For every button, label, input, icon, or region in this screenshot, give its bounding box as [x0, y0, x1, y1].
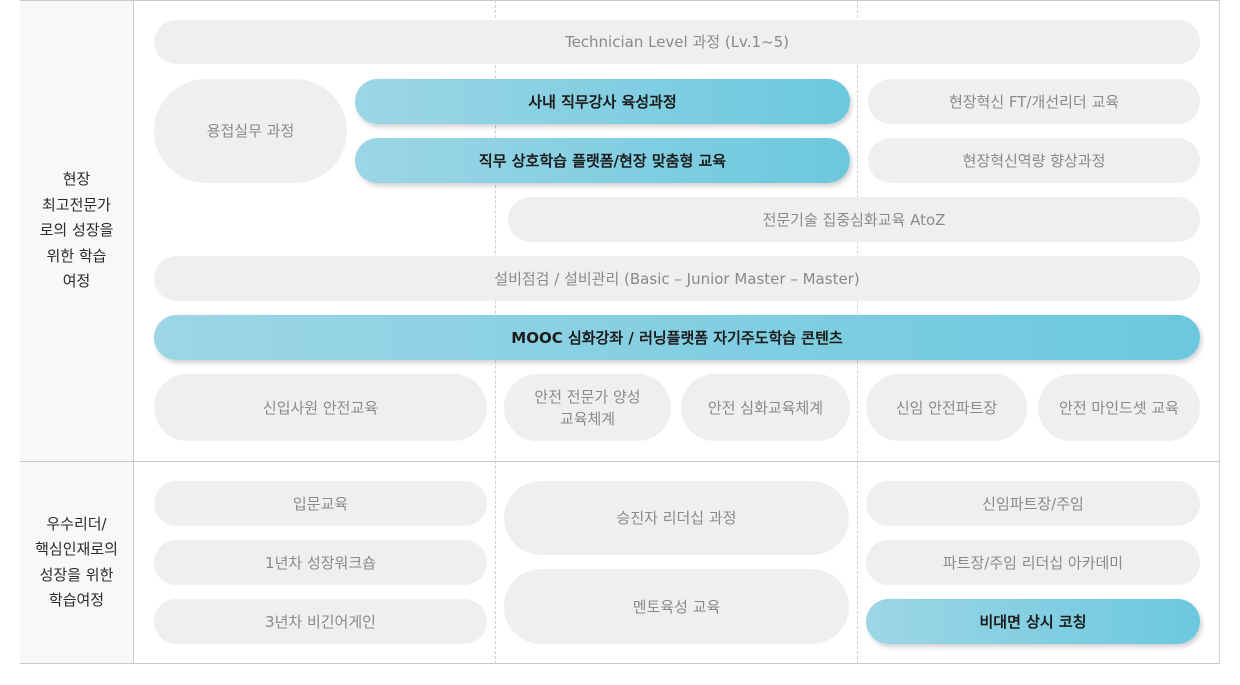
section1-label: 현장 최고전문가 로의 성장을 위한 학습 여정: [39, 170, 114, 291]
section1-label-cell: 현장 최고전문가 로의 성장을 위한 학습 여정: [20, 1, 133, 461]
field-innovation-ft-pill: 현장혁신 FT/개선리더 교육: [868, 79, 1200, 124]
equipment-management-pill: 설비점검 / 설비관리 (Basic – Junior Master – Mas…: [154, 256, 1200, 301]
section2-label-cell: 우수리더/ 핵심인재로의 성장을 위한 학습여정: [20, 462, 133, 663]
safety-expert-pill: 안전 전문가 양성 교육체계: [504, 374, 671, 441]
right-border: [1219, 0, 1220, 664]
label-column-divider: [133, 0, 134, 664]
mentor-training-pill: 멘토육성 교육: [504, 569, 849, 644]
third-year-begin-again-pill: 3년차 비긴어게인: [154, 599, 487, 644]
technician-level-pill: Technician Level 과정 (Lv.1~5): [154, 20, 1200, 64]
mutual-learning-platform-pill: 직무 상호학습 플랫폼/현장 맞춤형 교육: [355, 138, 850, 183]
leadership-academy-pill: 파트장/주임 리더십 아카데미: [866, 540, 1200, 585]
safety-advanced-pill: 안전 심화교육체계: [681, 374, 850, 441]
mooc-content-pill: MOOC 심화강좌 / 러닝플랫폼 자기주도학습 콘텐츠: [154, 315, 1200, 360]
new-safety-part-leader-pill: 신임 안전파트장: [866, 374, 1027, 441]
intro-education-pill: 입문교육: [154, 481, 487, 526]
section2-label: 우수리더/ 핵심인재로의 성장을 위한 학습여정: [35, 514, 118, 610]
tech-atoz-pill: 전문기술 집중심화교육 AtoZ: [508, 197, 1200, 242]
welding-course-pill: 용접실무 과정: [154, 79, 347, 183]
top-border: [20, 0, 1220, 1]
section-divider: [20, 461, 1220, 462]
remote-coaching-pill: 비대면 상시 코칭: [866, 599, 1200, 644]
safety-mindset-pill: 안전 마인드셋 교육: [1038, 374, 1200, 441]
field-innovation-capability-pill: 현장혁신역량 향상과정: [868, 138, 1200, 183]
first-year-workshop-pill: 1년차 성장워크숍: [154, 540, 487, 585]
new-hire-safety-pill: 신입사원 안전교육: [154, 374, 487, 441]
instructor-training-pill: 사내 직무강사 육성과정: [355, 79, 850, 124]
promotee-leadership-pill: 승진자 리더십 과정: [504, 481, 849, 555]
new-part-leader-pill: 신임파트장/주임: [866, 481, 1200, 526]
bottom-border: [20, 663, 1220, 664]
